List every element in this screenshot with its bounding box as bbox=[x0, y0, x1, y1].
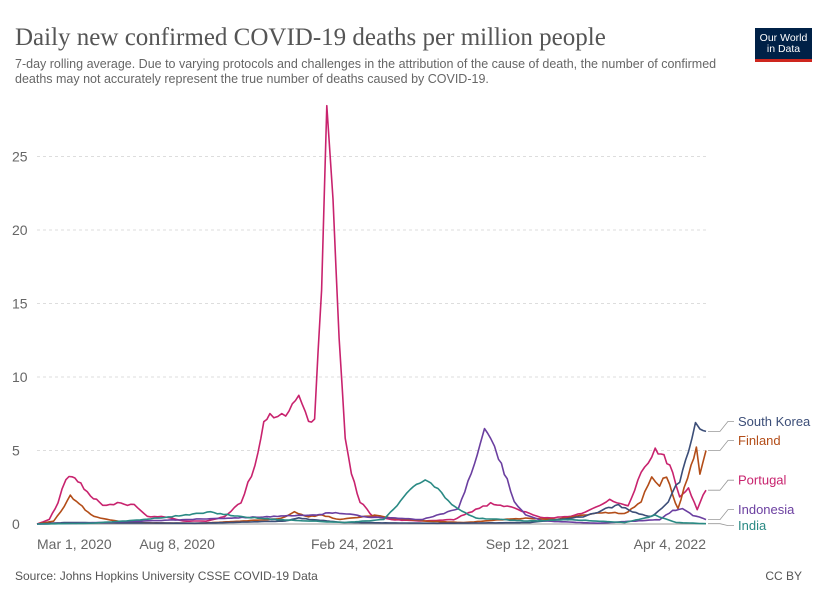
x-tick-label: Sep 12, 2021 bbox=[486, 536, 570, 552]
license-link[interactable]: CC BY bbox=[765, 569, 802, 583]
x-tick-label: Feb 24, 2021 bbox=[311, 536, 394, 552]
x-tick-label: Apr 4, 2022 bbox=[634, 536, 707, 552]
series-line-india bbox=[36, 479, 707, 525]
series-label-portugal: Portugal bbox=[738, 473, 787, 488]
label-leader-portugal bbox=[708, 479, 734, 491]
label-leader-india bbox=[708, 523, 734, 526]
series-label-indonesia: Indonesia bbox=[738, 502, 795, 517]
series-line-indonesia bbox=[36, 427, 707, 525]
series-line-portugal bbox=[36, 104, 707, 525]
x-tick-label: Aug 8, 2020 bbox=[139, 536, 215, 552]
series-label-finland: Finland bbox=[738, 433, 781, 448]
series-label-india: India bbox=[738, 518, 767, 533]
label-leader-indonesia bbox=[708, 509, 734, 520]
label-leader-finland bbox=[708, 440, 734, 451]
grid-layer: 0 5 10 15 20 25 Mar 1, 2020 Aug 8, 2020 Feb 24, … bbox=[12, 148, 706, 552]
series-line-south-korea bbox=[36, 421, 707, 525]
y-tick-label: 25 bbox=[12, 148, 28, 164]
x-tick-label: Mar 1, 2020 bbox=[37, 536, 112, 552]
series-line-finland bbox=[36, 446, 707, 525]
series-label-south-korea: South Korea bbox=[738, 414, 811, 429]
y-tick-label: 20 bbox=[12, 222, 28, 238]
logo-line-1: Our World bbox=[759, 32, 808, 44]
label-leader-south-korea bbox=[708, 421, 734, 432]
y-tick-label: 0 bbox=[12, 516, 20, 532]
y-tick-label: 15 bbox=[12, 295, 28, 311]
y-tick-label: 5 bbox=[12, 442, 20, 458]
source-note: Source: Johns Hopkins University CSSE CO… bbox=[15, 569, 318, 583]
series-layer bbox=[36, 104, 707, 525]
logo-line-2: in Data bbox=[766, 43, 801, 55]
y-tick-label: 10 bbox=[12, 369, 28, 385]
line-chart: 0 5 10 15 20 25 Mar 1, 2020 Aug 8, 2020 Feb 24, … bbox=[12, 104, 811, 552]
chart-subtitle: 7-day rolling average. Due to varying pr… bbox=[15, 57, 717, 86]
owid-logo[interactable]: Our World in Data bbox=[755, 28, 812, 62]
chart-title: Daily new confirmed COVID-19 deaths per … bbox=[15, 24, 606, 51]
